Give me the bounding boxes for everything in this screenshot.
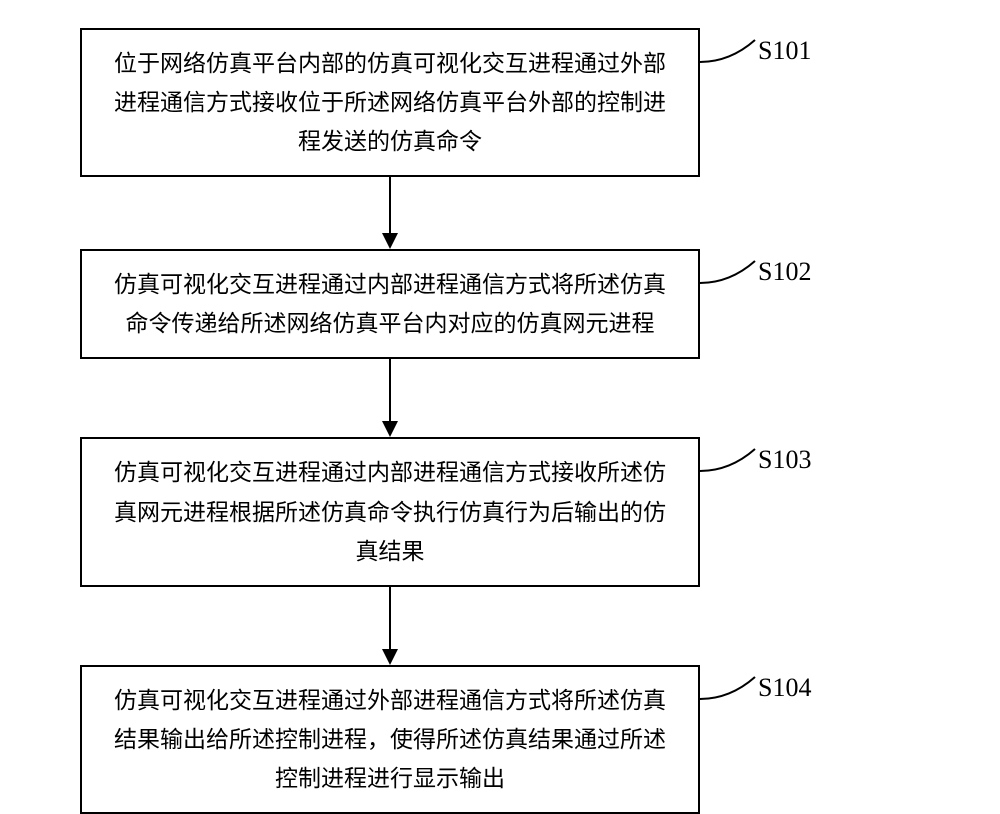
step-row-3: 仿真可视化交互进程通过内部进程通信方式接收所述仿真网元进程根据所述仿真命令执行仿… (80, 437, 920, 586)
step-box-2: 仿真可视化交互进程通过内部进程通信方式将所述仿真命令传递给所述网络仿真平台内对应… (80, 249, 700, 359)
step-row-1: 位于网络仿真平台内部的仿真可视化交互进程通过外部进程通信方式接收位于所述网络仿真… (80, 28, 920, 177)
label-connector-4 (700, 669, 760, 709)
arrow-1 (370, 177, 410, 249)
step-text-1: 位于网络仿真平台内部的仿真可视化交互进程通过外部进程通信方式接收位于所述网络仿真… (114, 51, 666, 154)
label-connector-2 (700, 253, 760, 293)
label-connector-3 (700, 441, 760, 481)
step-row-4: 仿真可视化交互进程通过外部进程通信方式将所述仿真结果输出给所述控制进程，使得所述… (80, 665, 920, 814)
arrow-wrap-3 (80, 587, 700, 665)
step-label-3: S103 (758, 445, 811, 475)
step-box-4: 仿真可视化交互进程通过外部进程通信方式将所述仿真结果输出给所述控制进程，使得所述… (80, 665, 700, 814)
arrow-2 (370, 359, 410, 437)
flowchart-container: 位于网络仿真平台内部的仿真可视化交互进程通过外部进程通信方式接收位于所述网络仿真… (80, 28, 920, 814)
label-connector-1 (700, 32, 760, 72)
arrow-wrap-1 (80, 177, 700, 249)
step-text-3: 仿真可视化交互进程通过内部进程通信方式接收所述仿真网元进程根据所述仿真命令执行仿… (114, 460, 666, 563)
step-text-2: 仿真可视化交互进程通过内部进程通信方式将所述仿真命令传递给所述网络仿真平台内对应… (114, 272, 666, 336)
step-box-3: 仿真可视化交互进程通过内部进程通信方式接收所述仿真网元进程根据所述仿真命令执行仿… (80, 437, 700, 586)
step-label-1: S101 (758, 36, 811, 66)
step-box-1: 位于网络仿真平台内部的仿真可视化交互进程通过外部进程通信方式接收位于所述网络仿真… (80, 28, 700, 177)
arrow-wrap-2 (80, 359, 700, 437)
arrow-3 (370, 587, 410, 665)
step-text-4: 仿真可视化交互进程通过外部进程通信方式将所述仿真结果输出给所述控制进程，使得所述… (114, 688, 666, 791)
step-row-2: 仿真可视化交互进程通过内部进程通信方式将所述仿真命令传递给所述网络仿真平台内对应… (80, 249, 920, 359)
step-label-4: S104 (758, 673, 811, 703)
step-label-2: S102 (758, 257, 811, 287)
